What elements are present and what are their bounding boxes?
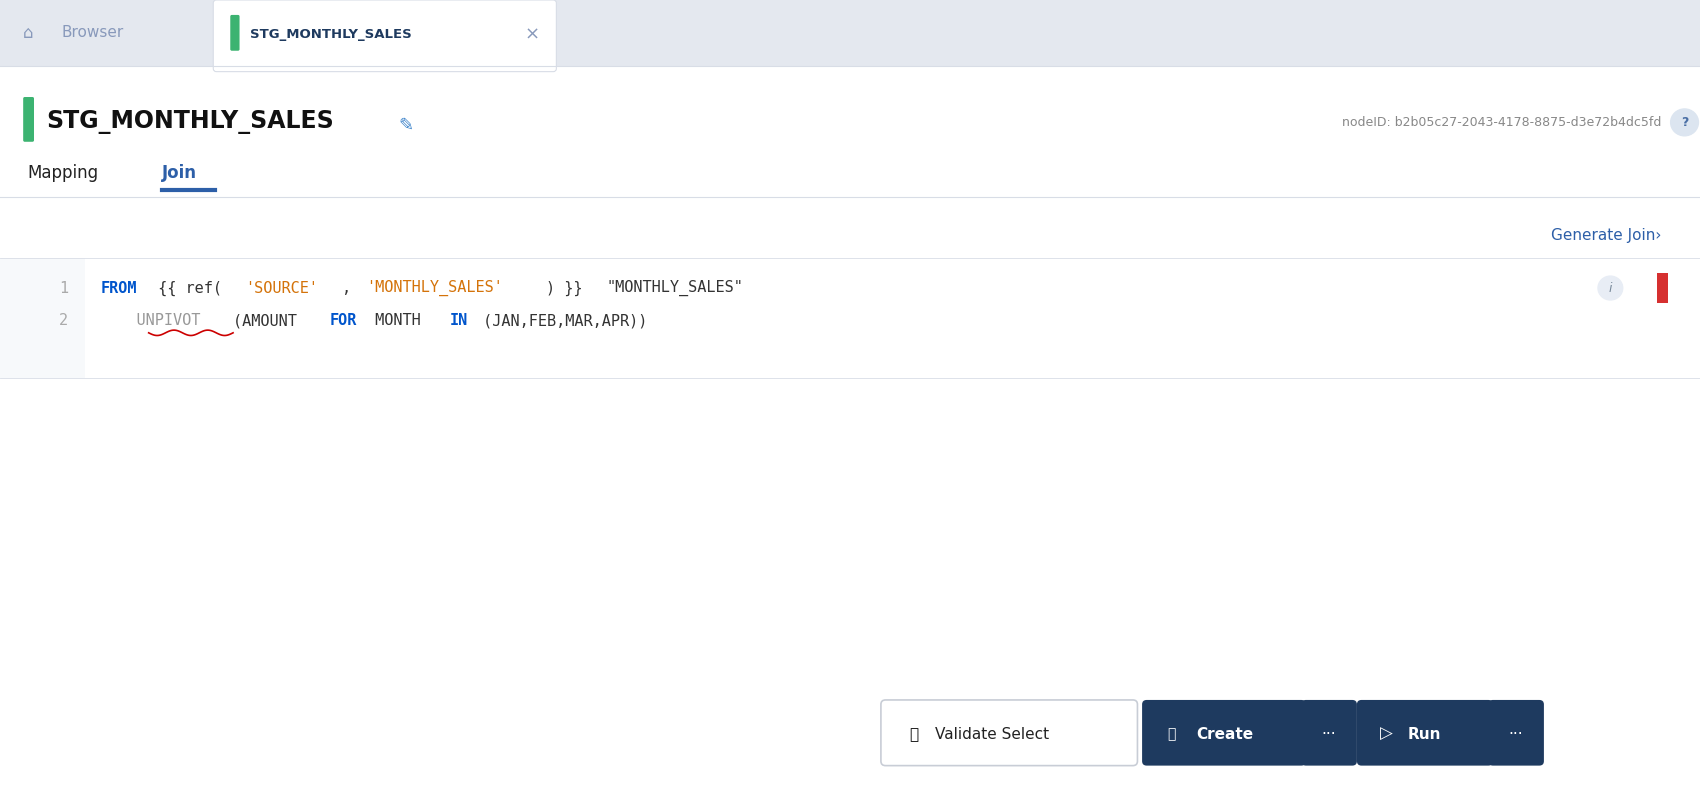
Text: FROM: FROM [100,281,138,296]
Text: Run: Run [1408,727,1442,742]
FancyBboxPatch shape [1658,273,1668,303]
Text: Create: Create [1197,727,1253,742]
Text: i: i [1608,281,1612,295]
Text: (JAN,FEB,MAR,APR)): (JAN,FEB,MAR,APR)) [474,314,648,329]
Text: ) }}: ) }} [546,281,592,296]
Text: ⌂: ⌂ [22,24,32,42]
Text: {{ ref(: {{ ref( [148,281,221,296]
FancyBboxPatch shape [24,97,34,142]
Text: 'SOURCE': 'SOURCE' [245,281,318,296]
Text: Mapping: Mapping [27,164,99,182]
Circle shape [1598,276,1624,300]
Circle shape [1671,109,1698,136]
Text: ✎: ✎ [400,117,413,135]
Text: ···: ··· [1510,727,1523,742]
Text: STG_MONTHLY_SALES: STG_MONTHLY_SALES [250,28,411,41]
FancyBboxPatch shape [1488,700,1544,766]
Text: (AMOUNT: (AMOUNT [233,314,306,329]
FancyBboxPatch shape [212,0,556,72]
Text: Generate Join›: Generate Join› [1550,229,1661,243]
Text: 🔍: 🔍 [910,727,918,742]
Text: IN: IN [450,314,468,329]
Text: FOR: FOR [330,314,357,329]
Text: 1: 1 [60,281,68,296]
FancyBboxPatch shape [881,700,1137,766]
FancyBboxPatch shape [1300,700,1357,766]
Text: STG_MONTHLY_SALES: STG_MONTHLY_SALES [46,110,335,135]
Text: ,: , [342,281,360,296]
Text: ?: ? [1681,116,1688,129]
FancyBboxPatch shape [0,258,85,377]
FancyBboxPatch shape [1357,700,1493,766]
Text: ▷: ▷ [1380,725,1392,743]
Text: Join: Join [162,164,197,182]
FancyBboxPatch shape [0,65,1700,788]
Text: 2: 2 [60,314,68,329]
FancyBboxPatch shape [0,0,1700,65]
FancyBboxPatch shape [1142,700,1306,766]
FancyBboxPatch shape [230,15,240,50]
Text: Browser: Browser [61,25,124,40]
Text: MONTH: MONTH [366,314,430,329]
FancyBboxPatch shape [0,258,1700,377]
Text: ···: ··· [1323,727,1336,742]
Text: nodeID: b2b05c27-2043-4178-8875-d3e72b4dc5fd: nodeID: b2b05c27-2043-4178-8875-d3e72b4d… [1341,116,1661,129]
Text: UNPIVOT: UNPIVOT [100,314,201,329]
FancyBboxPatch shape [0,3,202,65]
Text: ×: × [524,25,539,43]
Text: 🖊: 🖊 [1168,727,1176,742]
Text: Validate Select: Validate Select [935,727,1049,742]
Text: "MONTHLY_SALES": "MONTHLY_SALES" [607,280,743,296]
Text: 'MONTHLY_SALES': 'MONTHLY_SALES' [366,280,503,296]
